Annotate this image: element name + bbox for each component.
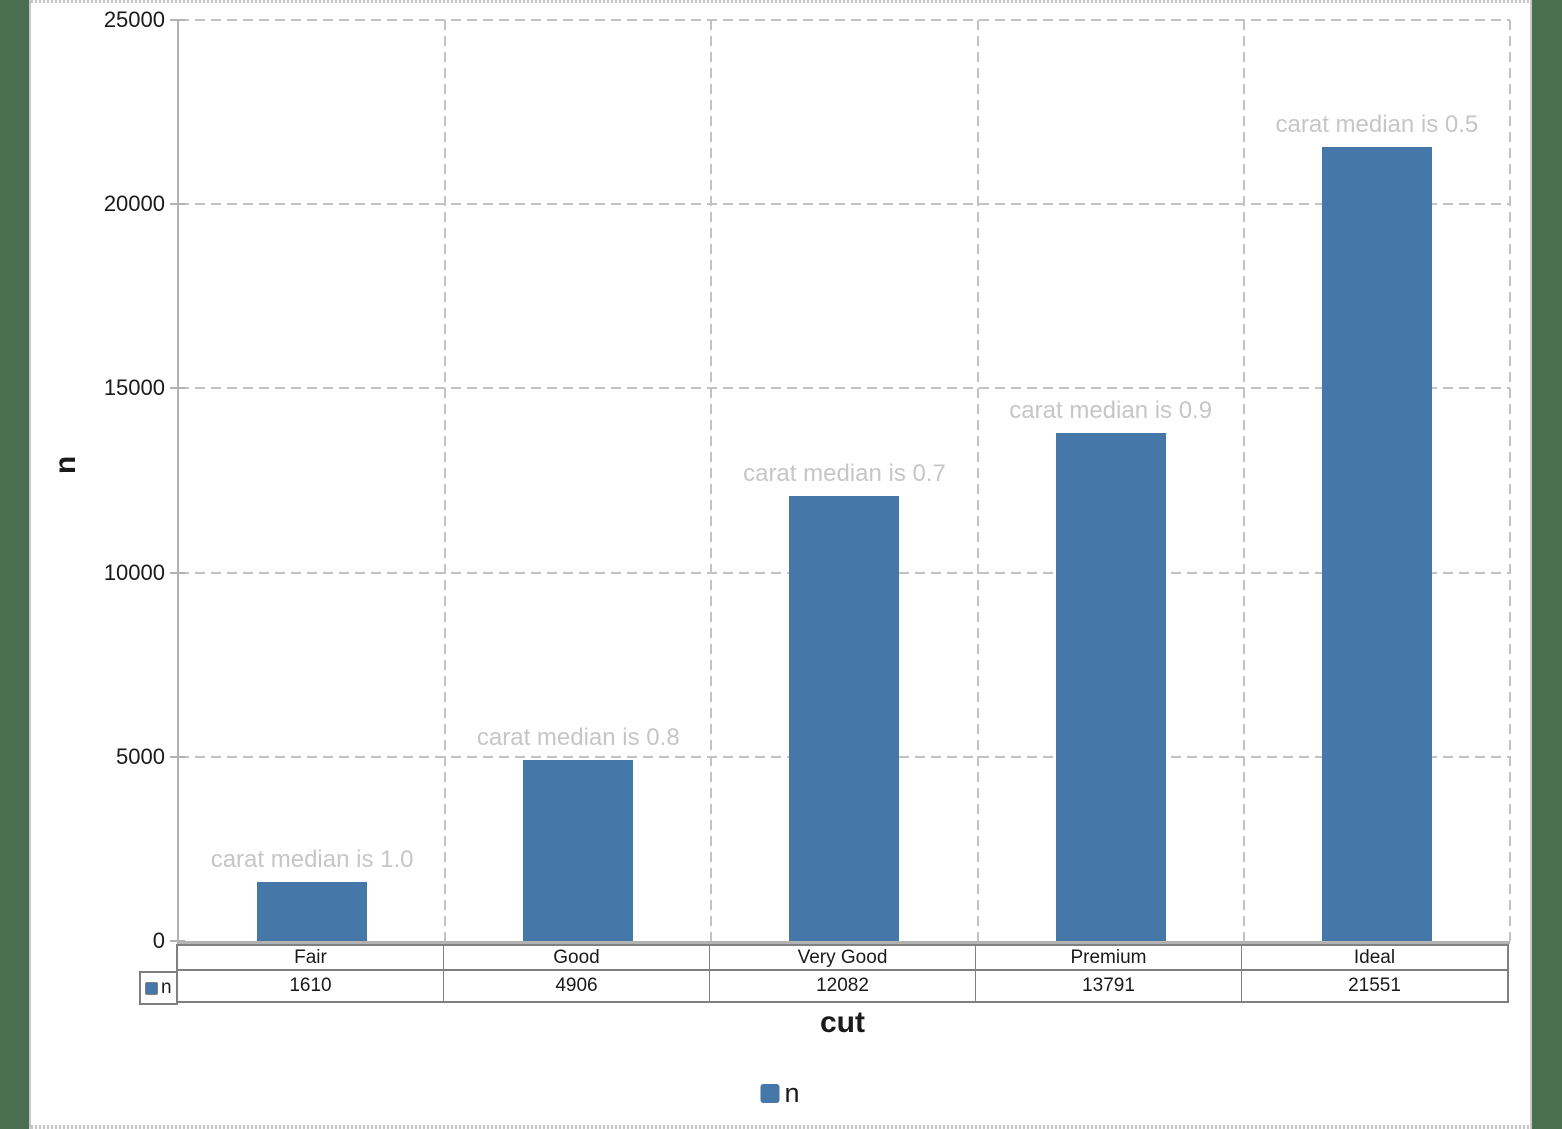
y-axis-title: n <box>49 455 83 475</box>
column-header-premium: Premium <box>976 946 1242 969</box>
value-cell-premium: 13791 <box>976 971 1242 1001</box>
value-cell-very-good: 12082 <box>710 971 976 1001</box>
column-header-good: Good <box>444 946 710 969</box>
column-header-fair: Fair <box>178 946 444 969</box>
bar-annotation: carat median is 0.9 <box>1009 397 1213 424</box>
y-axis-tick <box>170 19 185 21</box>
bar-column-fair: carat median is 1.0 <box>179 20 445 941</box>
bar-column-premium: carat median is 0.9 <box>978 20 1244 941</box>
bar-column-ideal: carat median is 0.5 <box>1244 20 1510 941</box>
plot-area: carat median is 1.0 carat median is 0.8 ca… <box>170 19 1511 944</box>
x-axis-title: cut <box>820 1006 865 1039</box>
value-row: 1610 4906 12082 13791 21551 <box>178 971 1507 1001</box>
value-cell-good: 4906 <box>444 971 710 1001</box>
series-swatch-icon <box>145 981 158 995</box>
bar-ideal <box>1321 147 1432 941</box>
y-axis-tick-label: 5000 <box>116 743 165 769</box>
y-axis-tick-label: 10000 <box>103 559 165 585</box>
bar-annotation: carat median is 1.0 <box>210 846 414 873</box>
chart-canvas[interactable]: n 0 5000 10000 15000 20000 25000 carat median… <box>29 0 1532 1129</box>
bar-annotation: carat median is 0.7 <box>743 460 946 487</box>
bar-column-good: carat median is 0.8 <box>445 20 711 941</box>
bar-fair <box>257 882 368 941</box>
bar-very-good <box>789 496 900 941</box>
legend: n <box>760 1078 800 1109</box>
bar-annotation: carat median is 0.5 <box>1275 111 1479 138</box>
column-header-very-good: Very Good <box>710 946 976 969</box>
value-cell-ideal: 21551 <box>1348 975 1401 996</box>
gridline-vertical <box>1242 20 1245 941</box>
bar-good <box>523 760 634 941</box>
gridline-horizontal <box>179 203 1510 206</box>
gridline-vertical <box>976 20 979 941</box>
bar-annotation: carat median is 0.8 <box>476 724 680 751</box>
y-axis-tick-label: 25000 <box>103 7 165 32</box>
gridline-vertical <box>710 20 713 941</box>
gridline-vertical <box>444 20 447 941</box>
y-axis-tick <box>170 755 185 758</box>
legend-swatch-icon <box>760 1084 780 1103</box>
gridline-horizontal <box>179 19 1510 21</box>
bar-column-very-good: carat median is 0.7 <box>711 20 977 941</box>
category-header-row: Fair Good Very Good Premium Ideal <box>178 946 1507 971</box>
gridline-vertical <box>1509 20 1511 941</box>
y-axis-tick-label: 0 <box>152 928 165 953</box>
column-header-ideal: Ideal <box>1353 946 1396 968</box>
y-axis-tick <box>170 203 185 206</box>
y-axis-tick-label: 20000 <box>103 191 165 217</box>
y-axis-tick <box>170 940 185 942</box>
legend-series-label: n <box>784 1078 800 1108</box>
data-table: Fair Good Very Good Premium Ideal 1610 4906 12… <box>139 944 1509 1005</box>
y-axis-tick <box>170 387 185 390</box>
table-series-label: n <box>161 977 172 998</box>
value-cell-fair: 1610 <box>178 971 444 1001</box>
gridline-horizontal <box>179 387 1510 390</box>
bar-premium <box>1055 433 1166 941</box>
y-axis-tick <box>170 571 185 574</box>
y-axis-tick-label: 15000 <box>103 375 165 401</box>
chart-border-top <box>31 0 1530 3</box>
chart-border-bottom <box>31 1125 1530 1129</box>
table-series-label-cell: n <box>139 971 178 1005</box>
